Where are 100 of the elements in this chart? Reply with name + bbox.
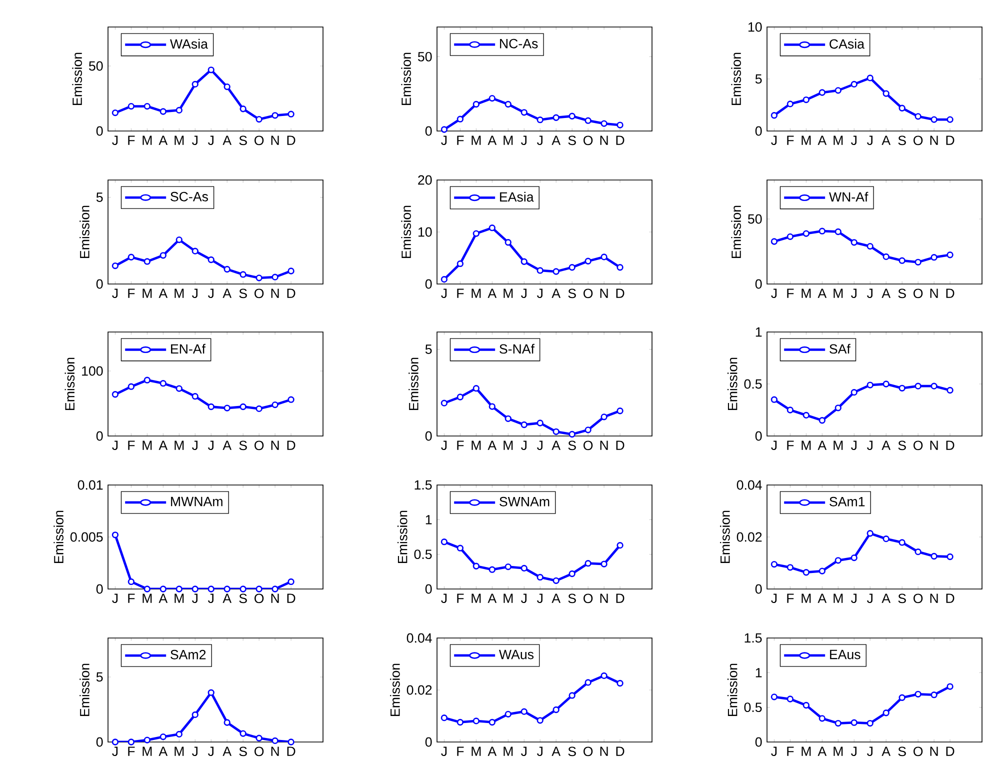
x-tick-label: A xyxy=(882,440,891,450)
point xyxy=(192,80,198,88)
x-tick-label: M xyxy=(472,594,481,603)
x-tick-label: M xyxy=(802,440,811,450)
x-tick-label: J xyxy=(851,594,856,604)
y-tick-label: 5 xyxy=(425,344,432,354)
point xyxy=(834,557,842,564)
legend-label: WAsia xyxy=(170,38,208,49)
x-tick-label: J xyxy=(866,288,872,298)
x-tick-label: D xyxy=(287,288,296,298)
point xyxy=(914,258,922,266)
point xyxy=(240,271,246,278)
x-tick-label: S xyxy=(898,440,906,450)
x-tick-label: D xyxy=(946,746,954,756)
point xyxy=(256,274,262,282)
point xyxy=(946,386,954,394)
x-tick-label: A xyxy=(552,288,561,298)
point xyxy=(176,106,182,114)
y-tick-label: 0 xyxy=(425,584,432,594)
x-tick-label: A xyxy=(818,136,827,145)
x-tick-label: S xyxy=(568,594,576,604)
point xyxy=(160,252,166,259)
point xyxy=(536,574,544,581)
point xyxy=(240,106,246,112)
point xyxy=(930,692,938,698)
point xyxy=(568,112,576,120)
point xyxy=(616,680,624,687)
point xyxy=(504,100,512,108)
x-tick-label: M xyxy=(834,746,843,756)
point xyxy=(128,102,135,110)
point xyxy=(536,420,544,426)
x-tick-label: M xyxy=(472,288,481,298)
x-tick-label: M xyxy=(174,136,184,145)
x-tick-label: D xyxy=(287,440,296,450)
point xyxy=(866,74,874,82)
x-tick-label: A xyxy=(552,594,561,603)
x-tick-label: J xyxy=(192,594,198,604)
x-tick-label: O xyxy=(584,746,593,756)
y-tick-label: 0 xyxy=(425,126,432,136)
x-tick-label: D xyxy=(616,288,624,298)
x-tick-label: M xyxy=(834,288,843,298)
x-tick-label: S xyxy=(898,746,906,756)
y-axis-title: Emission xyxy=(727,664,738,716)
x-tick-label: J xyxy=(208,288,214,298)
x-tick-label: N xyxy=(271,288,279,298)
y-axis-title: Emission xyxy=(401,206,411,258)
x-tick-label: N xyxy=(930,594,938,603)
point xyxy=(946,553,954,560)
legend-label: MWNAm xyxy=(171,496,222,506)
x-tick-label: J xyxy=(521,594,526,604)
y-tick-label: 5 xyxy=(96,672,103,682)
x-tick-label: M xyxy=(504,136,513,145)
y-tick-label: 0 xyxy=(96,126,103,136)
x-tick-label: A xyxy=(552,440,561,450)
y-tick-label: 0 xyxy=(755,126,762,136)
y-tick-label: 50 xyxy=(89,61,103,71)
point xyxy=(600,414,608,420)
point xyxy=(834,87,842,94)
x-tick-label: J xyxy=(112,440,118,450)
point xyxy=(192,393,198,400)
point xyxy=(786,100,794,108)
y-tick-label: 0 xyxy=(755,431,762,441)
point xyxy=(834,228,842,236)
point xyxy=(882,380,890,388)
y-tick-label: 50 xyxy=(748,214,762,224)
x-tick-label: A xyxy=(488,746,497,756)
point xyxy=(488,718,496,726)
legend-label: CAsia xyxy=(830,38,865,49)
point xyxy=(568,692,576,699)
x-tick-label: A xyxy=(882,746,891,756)
x-tick-label: O xyxy=(914,594,923,604)
x-tick-label: S xyxy=(239,746,247,756)
point xyxy=(850,719,858,726)
point xyxy=(256,586,262,592)
x-tick-label: O xyxy=(254,746,264,756)
point xyxy=(552,268,560,275)
y-axis-title: Emission xyxy=(401,52,411,105)
x-tick-label: M xyxy=(472,746,481,756)
x-tick-label: N xyxy=(271,746,279,756)
x-tick-label: A xyxy=(488,288,497,298)
point xyxy=(488,403,496,410)
point xyxy=(552,428,560,435)
x-tick-label: A xyxy=(882,136,891,145)
y-tick-label: 0 xyxy=(425,279,432,289)
x-tick-label: D xyxy=(616,136,624,145)
point xyxy=(256,734,262,742)
point xyxy=(160,586,166,592)
point xyxy=(552,706,560,714)
y-tick-label: 100 xyxy=(82,366,103,376)
x-tick-label: M xyxy=(142,594,152,603)
point xyxy=(224,266,230,273)
y-tick-label: 0.5 xyxy=(744,702,762,712)
y-axis-title: Emission xyxy=(390,664,400,716)
point xyxy=(456,544,464,552)
y-tick-label: 5 xyxy=(96,192,103,202)
point xyxy=(770,560,778,568)
point xyxy=(144,376,151,384)
x-tick-label: M xyxy=(472,440,481,450)
point xyxy=(850,80,858,88)
point xyxy=(440,126,448,133)
